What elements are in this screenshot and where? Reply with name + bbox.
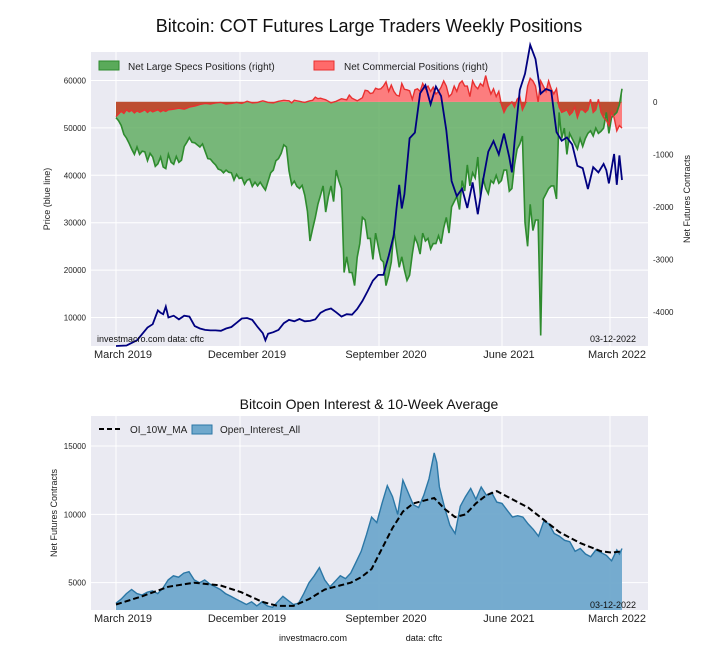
top-right-tick-3: -3000	[653, 255, 674, 264]
bottom-y-tick-2: 15000	[64, 442, 87, 451]
bottom-y-axis-label: Net Futures Contracts	[49, 468, 59, 557]
footer-source: data: cftc	[406, 633, 443, 643]
top-left-axis-ticks: 10000 20000 30000 40000 50000 60000	[64, 76, 87, 322]
specs-area	[116, 88, 622, 336]
footer-site: investmacro.com	[279, 633, 347, 643]
top-x-tick-2: September 2020	[345, 349, 426, 361]
top-right-axis-label: Net Futures Contracts	[682, 154, 692, 243]
bottom-legend: OI_10W_MA Open_Interest_All	[99, 424, 300, 436]
top-right-tick-4: -4000	[653, 308, 674, 317]
bottom-x-tick-0: March 2019	[94, 613, 152, 625]
specs-line	[115, 88, 623, 336]
top-left-tick-3: 40000	[64, 171, 87, 180]
top-left-tick-5: 60000	[64, 76, 87, 85]
legend-swatch-oi	[191, 424, 213, 435]
bottom-y-tick-1: 10000	[64, 510, 87, 519]
top-x-tick-4: March 2022	[588, 349, 646, 361]
top-left-tick-0: 10000	[64, 314, 87, 323]
legend-label-specs: Net Large Specs Positions (right)	[128, 62, 275, 73]
bottom-y-axis-ticks: 5000 10000 15000	[64, 442, 87, 588]
top-right-tick-0: 0	[653, 98, 658, 107]
bottom-x-axis-ticks: March 2019 December 2019 September 2020 Jun…	[94, 613, 646, 625]
top-left-axis-label: Price (blue line)	[42, 168, 52, 231]
legend-label-oi: Open_Interest_All	[220, 425, 300, 436]
legend-swatch-commercial	[313, 60, 335, 71]
bottom-oi-area	[116, 452, 622, 610]
overlap-area	[116, 101, 622, 126]
legend-label-ma: OI_10W_MA	[130, 425, 188, 436]
bottom-x-tick-3: June 2021	[483, 613, 534, 625]
top-right-tick-1: -1000	[653, 150, 674, 159]
bottom-x-tick-2: September 2020	[345, 613, 426, 625]
top-x-tick-0: March 2019	[94, 349, 152, 361]
price-line	[115, 41, 623, 347]
top-right-axis-ticks: 0 -1000 -2000 -3000 -4000	[653, 98, 674, 317]
legend-label-commercial: Net Commercial Positions (right)	[344, 62, 488, 73]
top-watermark: investmacro.com data: cftc	[97, 334, 205, 344]
top-right-tick-2: -2000	[653, 203, 674, 212]
top-x-tick-3: June 2021	[483, 349, 534, 361]
bottom-series-lines	[115, 452, 623, 609]
oi-line	[115, 452, 623, 609]
oi-area	[116, 452, 622, 610]
bottom-x-tick-4: March 2022	[588, 613, 646, 625]
top-position-areas	[116, 75, 622, 336]
top-date-stamp: 03-12-2022	[590, 334, 636, 344]
bottom-x-tick-1: December 2019	[208, 613, 286, 625]
top-left-tick-4: 50000	[64, 124, 87, 133]
top-left-tick-2: 30000	[64, 219, 87, 228]
bottom-y-tick-0: 5000	[68, 579, 86, 588]
top-series-lines	[115, 41, 623, 347]
legend-swatch-specs	[98, 60, 120, 71]
top-left-tick-1: 20000	[64, 266, 87, 275]
ma-line	[115, 490, 623, 607]
top-x-tick-1: December 2019	[208, 349, 286, 361]
chart-title: Bitcoin: COT Futures Large Traders Weekl…	[156, 16, 583, 36]
bottom-date-stamp: 03-12-2022	[590, 600, 636, 610]
top-legend: Net Large Specs Positions (right) Net Co…	[98, 60, 488, 73]
oi-chart-title: Bitcoin Open Interest & 10-Week Average	[240, 396, 499, 412]
top-x-axis-ticks: March 2019 December 2019 September 2020 Jun…	[94, 349, 646, 361]
commercial-line	[115, 75, 623, 133]
